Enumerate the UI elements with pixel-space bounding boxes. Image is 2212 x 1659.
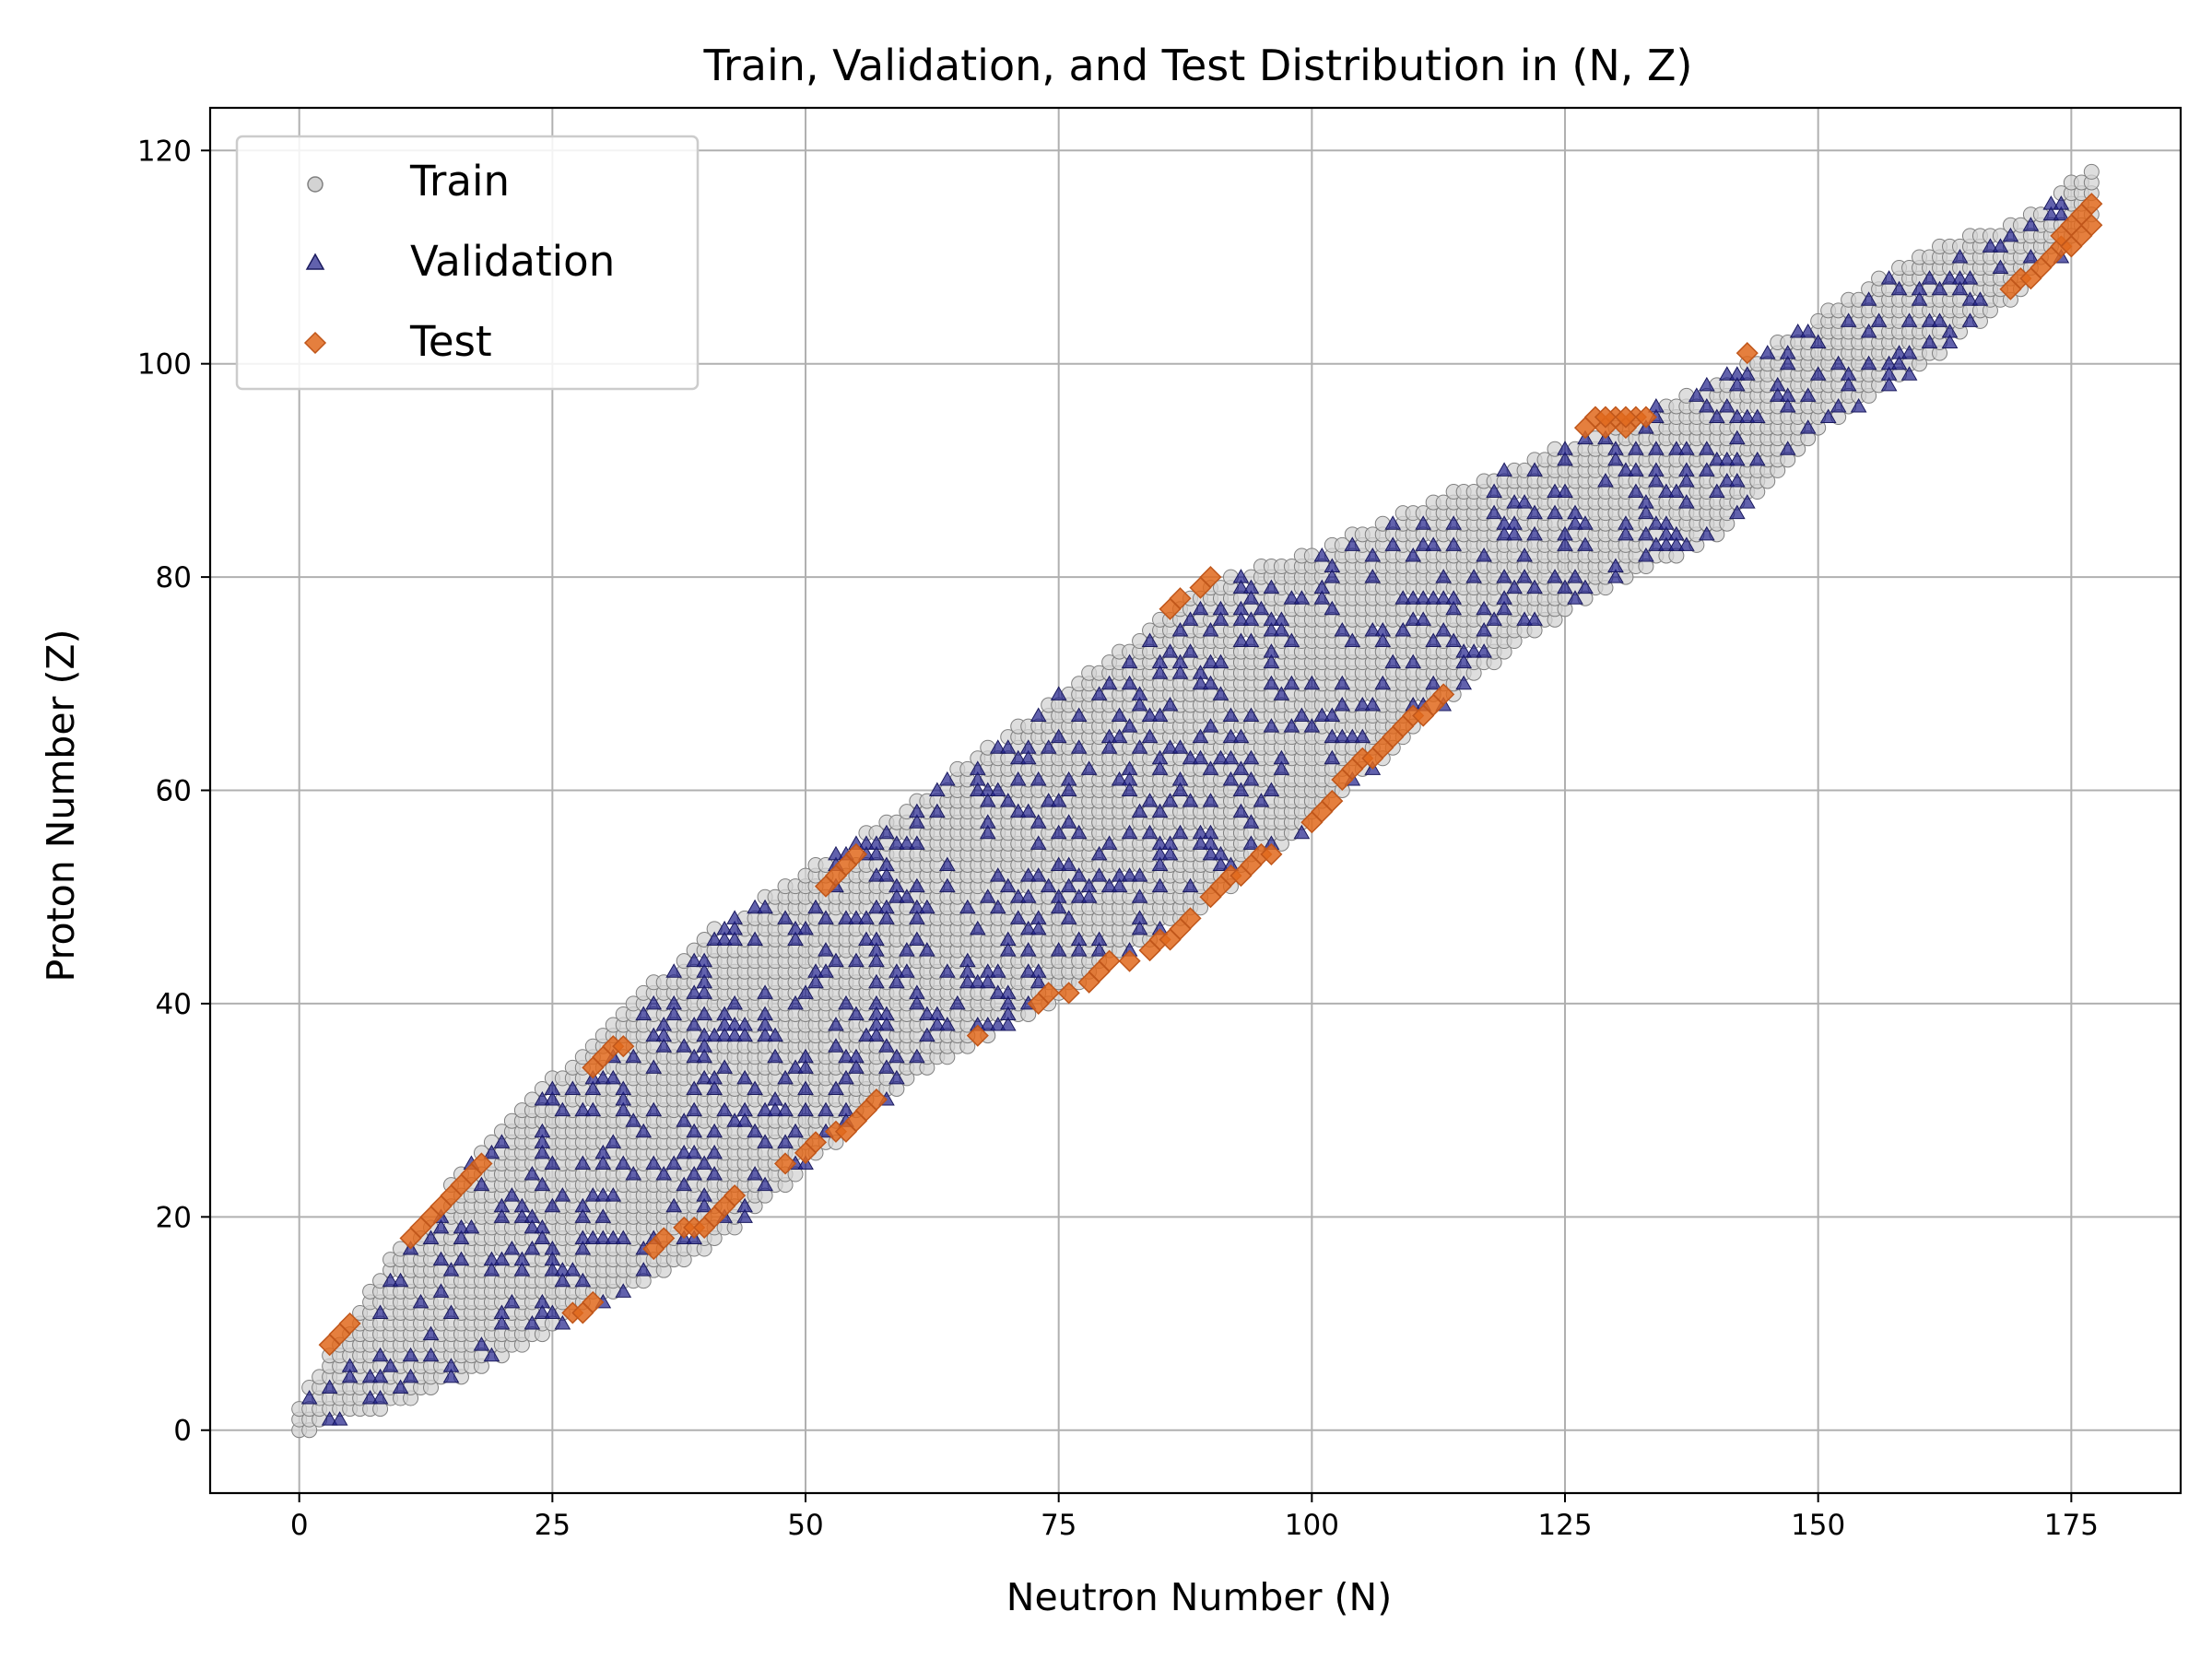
train-point xyxy=(2083,163,2100,180)
y-tick-label: 80 xyxy=(156,561,192,594)
x-tick-label: 0 xyxy=(290,1509,309,1542)
x-tick-label: 100 xyxy=(1285,1509,1339,1542)
legend-train-marker-icon xyxy=(307,176,324,193)
x-tick-label: 150 xyxy=(1791,1509,1845,1542)
x-tick-label: 25 xyxy=(535,1509,571,1542)
legend: Train Validation Test xyxy=(235,135,700,391)
legend-test-label: Test xyxy=(409,317,492,366)
legend-validation-label: Validation xyxy=(410,237,615,286)
y-axis-label: Proton Number (Z) xyxy=(39,629,83,982)
x-axis-label: Neutron Number (N) xyxy=(1006,1575,1392,1619)
data-points xyxy=(291,163,2103,1439)
x-tick-label: 75 xyxy=(1041,1509,1077,1542)
x-tick-label: 125 xyxy=(1537,1509,1592,1542)
legend-train-label: Train xyxy=(409,157,510,206)
chart-title: Train, Validation, and Test Distribution… xyxy=(703,41,1693,90)
y-tick-label: 40 xyxy=(156,988,192,1021)
y-tick-label: 20 xyxy=(156,1201,192,1234)
grid-lines xyxy=(210,108,2181,1493)
x-tick-label: 175 xyxy=(2044,1509,2099,1542)
x-tick-label: 50 xyxy=(787,1509,823,1542)
y-tick-label: 120 xyxy=(137,135,192,168)
y-tick-label: 0 xyxy=(173,1415,192,1448)
y-tick-label: 60 xyxy=(156,775,192,808)
y-tick-label: 100 xyxy=(137,348,192,382)
